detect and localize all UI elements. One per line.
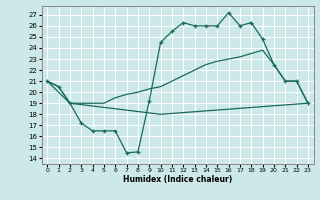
X-axis label: Humidex (Indice chaleur): Humidex (Indice chaleur)	[123, 175, 232, 184]
